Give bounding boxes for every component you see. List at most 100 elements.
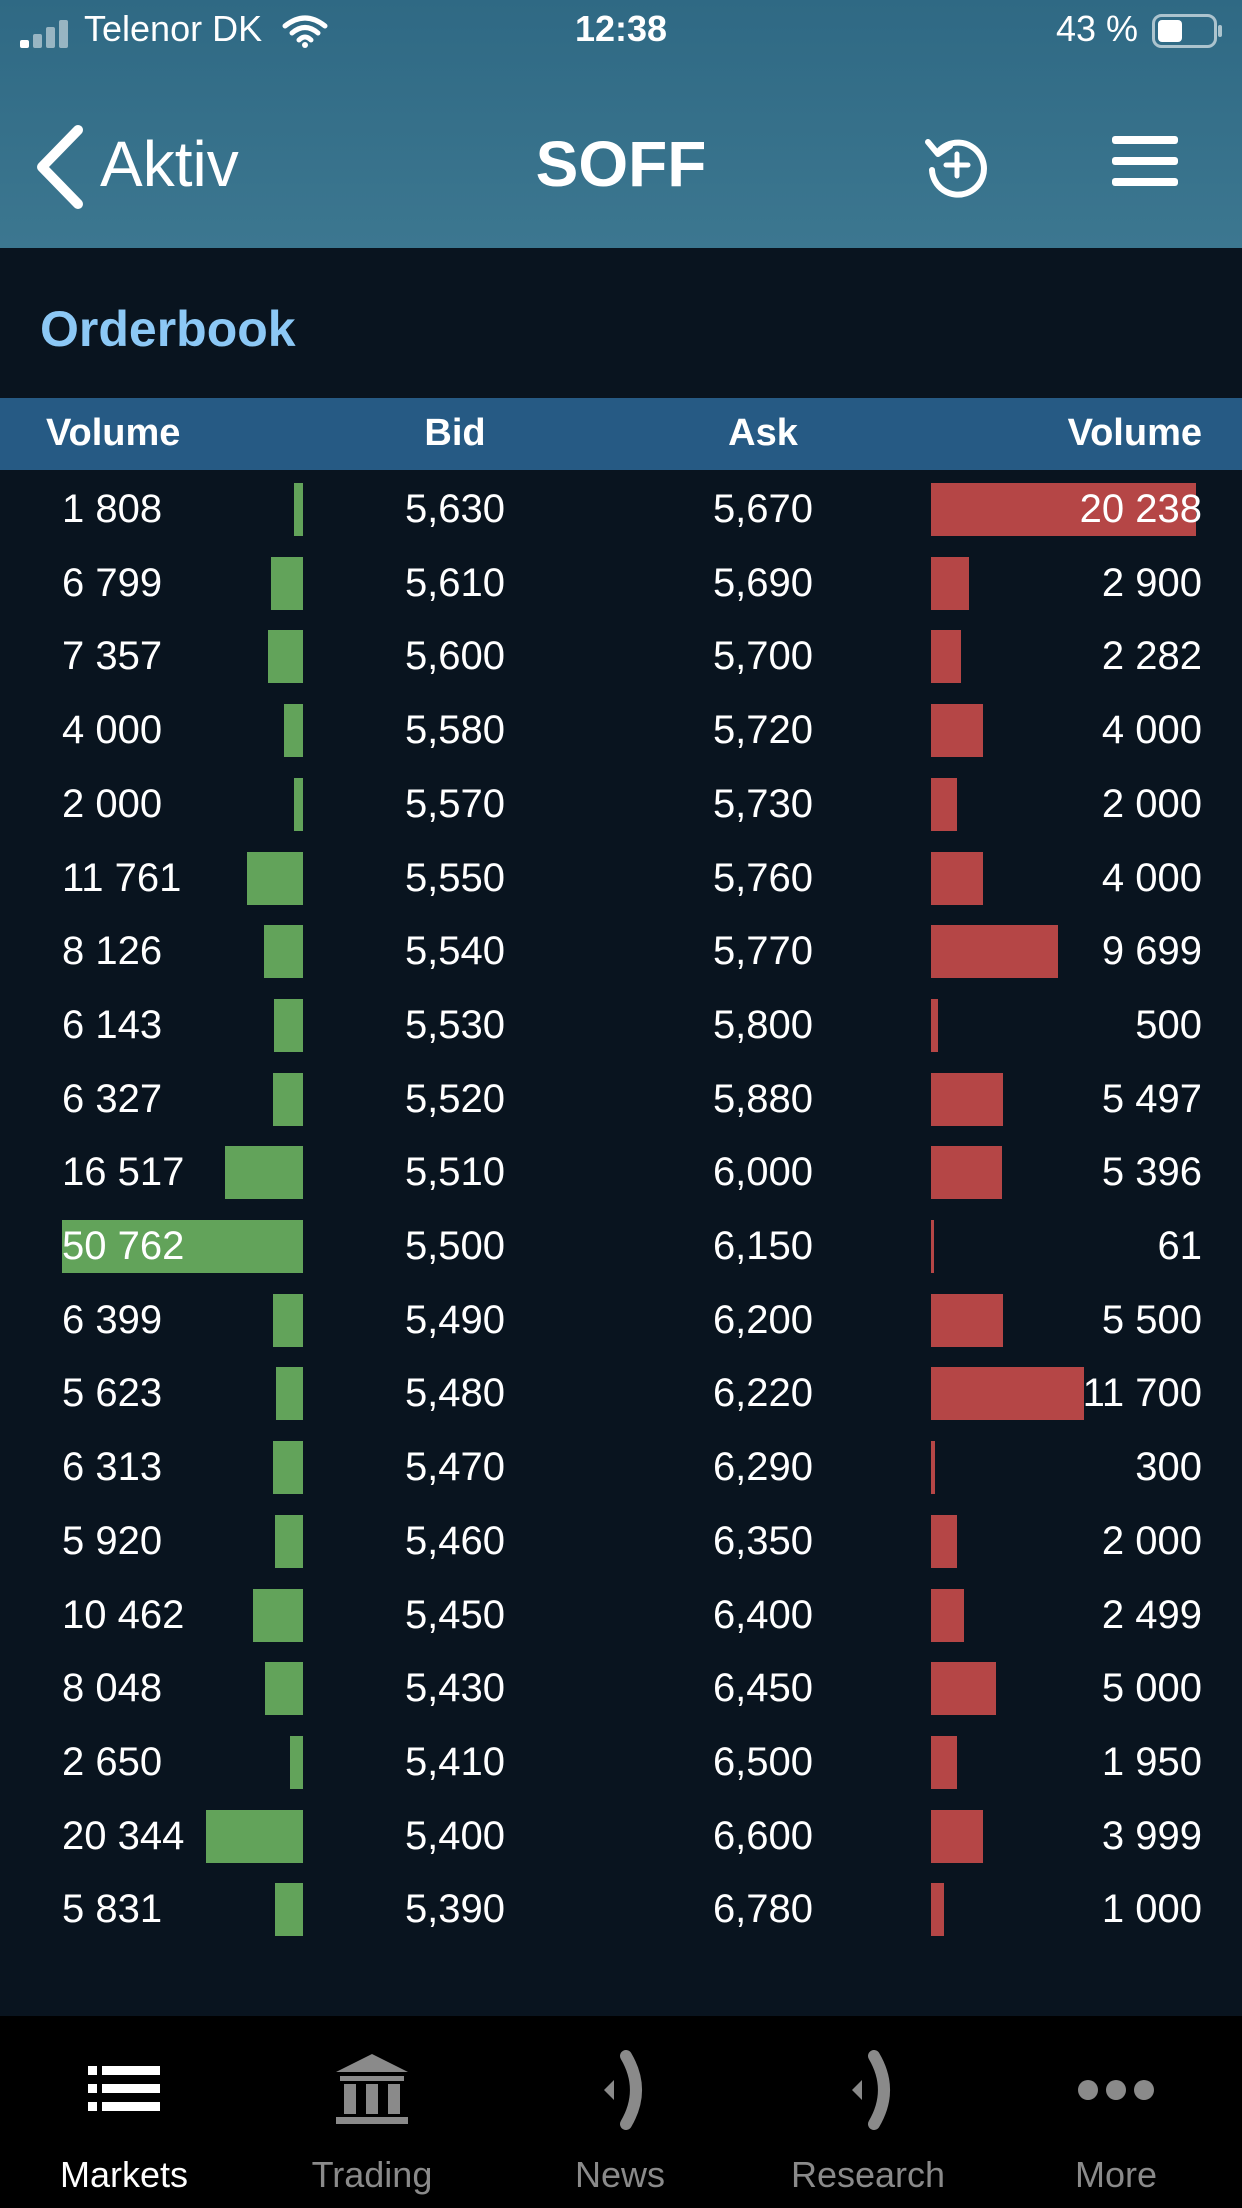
ask-volume-cell: 2 000: [1101, 1518, 1202, 1563]
bid-price-cell: 5,460: [404, 1518, 506, 1563]
ask-volume-bar: [931, 1735, 957, 1789]
clock: 12:38: [574, 8, 668, 49]
orderbook-row[interactable]: 10 462 5,450 6,400 2 499: [0, 1578, 1242, 1652]
ask-volume-cell: 1 950: [1101, 1739, 1202, 1784]
bid-price-cell: 5,400: [404, 1813, 506, 1858]
status-bar: Telenor DK 12:38 43 %: [0, 0, 1242, 62]
ask-price-cell: 6,500: [712, 1739, 814, 1784]
ask-volume-cell: 9 699: [1101, 929, 1202, 974]
navigation-header: Aktiv SOFF: [0, 62, 1242, 248]
ask-volume-bar: [931, 1809, 983, 1863]
ask-volume-cell: 4 000: [1101, 708, 1202, 753]
tab-more[interactable]: More: [992, 2016, 1240, 2208]
orderbook-row[interactable]: 6 143 5,530 5,800 500: [0, 988, 1242, 1062]
bid-volume-cell: 5 920: [62, 1518, 163, 1563]
hamburger-menu-icon[interactable]: [1110, 134, 1180, 188]
orderbook-column-header: Volume Bid Ask Volume: [0, 398, 1242, 470]
ask-price-cell: 5,720: [712, 708, 814, 753]
orderbook-row[interactable]: 2 650 5,410 6,500 1 950: [0, 1725, 1242, 1799]
list-icon: [88, 2066, 160, 2111]
orderbook-row[interactable]: 5 623 5,480 6,220 11 700: [0, 1356, 1242, 1430]
ask-price-cell: 6,150: [712, 1224, 814, 1268]
bid-volume-cell: 6 399: [62, 1297, 163, 1342]
bid-price-cell: 5,470: [404, 1445, 506, 1490]
bid-price-cell: 5,490: [404, 1297, 506, 1342]
tab-label: News: [574, 2154, 666, 2195]
orderbook-row[interactable]: 5 920 5,460 6,350 2 000: [0, 1504, 1242, 1578]
orderbook-row[interactable]: 11 761 5,550 5,760 4 000: [0, 841, 1242, 915]
bid-volume-bar: [290, 1735, 303, 1789]
bid-header: Bid: [424, 412, 486, 454]
tab-research[interactable]: Research: [744, 2016, 992, 2208]
ask-price-cell: 5,770: [712, 929, 814, 974]
more-dots-icon: [1078, 2080, 1154, 2100]
orderbook-row[interactable]: 5 831 5,390 6,780 1 000: [0, 1872, 1242, 1946]
orderbook-row[interactable]: 7 357 5,600 5,700 2 282: [0, 619, 1242, 693]
broadcast-icon: [852, 2050, 890, 2130]
tab-trading[interactable]: Trading: [248, 2016, 496, 2208]
orderbook-row[interactable]: 8 048 5,430 6,450 5 000: [0, 1651, 1242, 1725]
wifi-icon: [282, 15, 328, 48]
back-button[interactable]: Aktiv: [100, 128, 239, 200]
tab-label: More: [1074, 2154, 1158, 2195]
orderbook-row[interactable]: 6 327 5,520 5,880 5 497: [0, 1062, 1242, 1136]
orderbook-row[interactable]: 8 126 5,540 5,770 9 699: [0, 914, 1242, 988]
orderbook-row[interactable]: 2 000 5,570 5,730 2 000: [0, 767, 1242, 841]
bid-volume-cell: 6 313: [62, 1445, 163, 1490]
bid-volume-bar: [253, 1588, 303, 1642]
ask-volume-cell: 3 999: [1101, 1813, 1202, 1858]
bid-volume-cell: 4 000: [62, 708, 163, 753]
ask-price-cell: 5,730: [712, 781, 814, 826]
orderbook-row[interactable]: 6 313 5,470 6,290 300: [0, 1430, 1242, 1504]
orderbook-row[interactable]: 6 799 5,610 5,690 2 900: [0, 546, 1242, 620]
ask-price-cell: 5,670: [712, 487, 814, 531]
bid-volume-bar: [247, 851, 303, 905]
bid-volume-cell: 2 000: [62, 781, 163, 826]
bid-price-cell: 5,530: [404, 1002, 506, 1047]
orderbook-title: Orderbook: [40, 301, 296, 357]
ask-price-cell: 6,220: [712, 1371, 814, 1416]
orderbook-row[interactable]: 16 517 5,510 6,000 5 396: [0, 1135, 1242, 1209]
tab-label: Trading: [311, 2154, 433, 2195]
bid-volume-bar: [264, 925, 303, 979]
ask-volume-bar: [931, 1072, 1003, 1126]
bid-volume-cell: 16 517: [62, 1150, 185, 1195]
orderbook-row[interactable]: 1 808 5,630 5,670 20 238: [0, 472, 1242, 546]
bid-volume-bar: [265, 1662, 303, 1716]
orderbook-row[interactable]: 50 762 5,500 6,150 61: [0, 1209, 1242, 1283]
orderbook-row[interactable]: 4 000 5,580 5,720 4 000: [0, 693, 1242, 767]
ask-volume-cell: 5 497: [1101, 1076, 1202, 1121]
bid-volume-cell: 50 762: [62, 1224, 185, 1268]
refresh-icon[interactable]: [924, 132, 990, 198]
ask-volume-cell: 1 000: [1101, 1887, 1202, 1932]
back-chevron-icon[interactable]: [30, 122, 90, 212]
bid-price-cell: 5,510: [404, 1150, 506, 1195]
bid-volume-bar: [273, 1072, 303, 1126]
bid-volume-bar: [206, 1809, 303, 1863]
bid-volume-bar: [274, 998, 303, 1052]
tab-markets[interactable]: Markets: [0, 2016, 248, 2208]
bid-volume-cell: 2 650: [62, 1739, 163, 1784]
signal-strength-icon: [20, 18, 76, 48]
ask-volume-cell: 500: [1135, 1002, 1202, 1047]
tab-label: Research: [790, 2154, 946, 2195]
bid-volume-cell: 6 143: [62, 1002, 163, 1047]
ask-volume-cell: 2 282: [1101, 634, 1202, 679]
ask-volume-cell: 2 000: [1101, 781, 1202, 826]
ask-price-cell: 5,690: [712, 560, 814, 605]
bid-price-cell: 5,500: [404, 1224, 506, 1268]
ask-header: Ask: [728, 412, 798, 454]
page-title: SOFF: [535, 128, 707, 200]
orderbook-row[interactable]: 20 344 5,400 6,600 3 999: [0, 1799, 1242, 1873]
orderbook-row[interactable]: 6 399 5,490 6,200 5 500: [0, 1283, 1242, 1357]
bid-volume-header: Volume: [46, 412, 181, 454]
bid-volume-bar: [275, 1514, 303, 1568]
ask-volume-bar: [931, 998, 938, 1052]
ask-volume-bar: [931, 556, 969, 610]
ask-volume-cell: 5 000: [1101, 1666, 1202, 1711]
tab-news[interactable]: News: [496, 2016, 744, 2208]
ask-volume-cell: 2 900: [1101, 560, 1202, 605]
bid-volume-cell: 6 799: [62, 560, 163, 605]
ask-price-cell: 6,600: [712, 1813, 814, 1858]
battery-percentage: 43 %: [1055, 8, 1138, 49]
